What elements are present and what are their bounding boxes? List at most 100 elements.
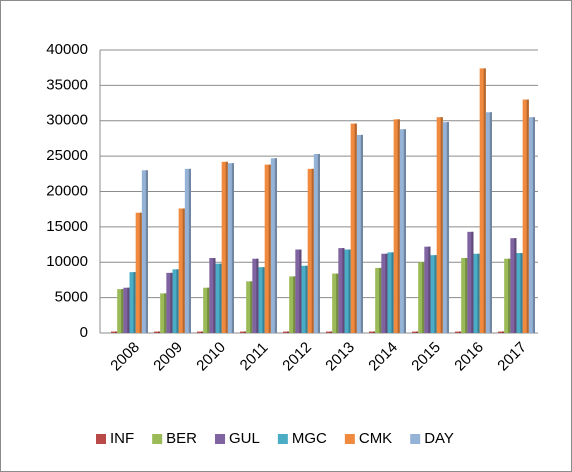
bar: [430, 255, 437, 333]
bar-side: [471, 231, 474, 333]
bar-side: [526, 99, 529, 334]
bar: [381, 253, 388, 333]
y-tick-label: 25000: [46, 147, 88, 164]
bar: [350, 123, 357, 333]
bar-side: [416, 331, 419, 333]
bar: [117, 289, 124, 333]
bar: [307, 168, 314, 333]
bar-side: [158, 331, 161, 333]
bar: [123, 287, 130, 333]
bar-side: [201, 331, 204, 333]
bar-side: [428, 246, 431, 333]
bar-side: [287, 331, 290, 333]
bar: [289, 276, 296, 333]
y-tick-label: 35000: [46, 76, 88, 93]
bar-side: [403, 129, 406, 333]
bar: [270, 158, 277, 333]
y-tick-label: 15000: [46, 218, 88, 235]
bar: [467, 231, 474, 333]
legend-label: CMK: [359, 430, 392, 447]
y-tick-label: 0: [80, 324, 88, 341]
bar-side: [465, 258, 468, 333]
bar-side: [231, 163, 234, 333]
bar: [399, 129, 406, 333]
bar-side: [477, 253, 480, 333]
bar-side: [299, 249, 302, 333]
bar-side: [164, 293, 167, 333]
bar-side: [133, 272, 136, 333]
bar-side: [188, 168, 191, 333]
bar-side: [514, 238, 517, 333]
bar: [166, 272, 173, 333]
bar: [436, 117, 443, 334]
y-tick-label: 30000: [46, 112, 88, 129]
bar: [258, 267, 265, 333]
bar: [160, 293, 167, 333]
bar-side: [373, 331, 376, 333]
bar: [301, 265, 308, 333]
bar-side: [440, 117, 443, 334]
bar-side: [502, 331, 505, 333]
bar-side: [336, 273, 339, 333]
bar: [412, 331, 419, 333]
bar: [178, 208, 185, 333]
bar: [135, 212, 142, 333]
bar-side: [256, 258, 259, 333]
bar-side: [127, 287, 130, 333]
bar-side: [274, 158, 277, 333]
bar: [184, 168, 191, 333]
bar-side: [170, 272, 173, 333]
bar: [522, 99, 529, 334]
y-tick-label: 40000: [46, 41, 88, 58]
bar-side: [483, 68, 486, 334]
bar: [215, 263, 222, 333]
bar: [172, 269, 179, 333]
bar: [326, 331, 333, 333]
y-tick-label: 10000: [46, 253, 88, 270]
bar-side: [213, 258, 216, 333]
bar: [203, 287, 210, 333]
bar-side: [176, 269, 179, 333]
bar-side: [268, 164, 271, 333]
bar: [393, 119, 400, 334]
bar: [111, 331, 118, 333]
bar: [154, 331, 161, 333]
bar: [498, 331, 505, 333]
bar-side: [207, 287, 210, 333]
bar-side: [385, 253, 388, 333]
bar: [418, 262, 425, 333]
bar: [246, 281, 253, 333]
bar-side: [219, 263, 222, 333]
bar-side: [139, 212, 142, 333]
bar: [264, 164, 271, 333]
y-tick-label: 20000: [46, 182, 88, 199]
y-tick-label: 5000: [55, 289, 88, 306]
bar: [369, 331, 376, 333]
bar-side: [354, 123, 357, 333]
bar-side: [305, 265, 308, 333]
bar: [221, 161, 228, 333]
bar-side: [489, 112, 492, 333]
bar-side: [262, 267, 265, 333]
bar: [240, 331, 247, 333]
bar: [332, 273, 339, 333]
bar-side: [379, 267, 382, 333]
bar-side: [317, 154, 320, 333]
bar: [375, 267, 382, 333]
bar: [129, 272, 136, 333]
legend-swatch: [410, 434, 421, 444]
bar: [344, 249, 351, 333]
bar: [338, 248, 345, 333]
bar-side: [397, 119, 400, 334]
bar: [227, 163, 234, 333]
bar: [504, 258, 511, 333]
bar-side: [348, 249, 351, 333]
bar: [424, 246, 431, 333]
legend-swatch: [344, 434, 355, 444]
bar-side: [342, 248, 345, 333]
bar-side: [520, 253, 523, 333]
bar: [455, 331, 462, 333]
bar-side: [225, 161, 228, 333]
